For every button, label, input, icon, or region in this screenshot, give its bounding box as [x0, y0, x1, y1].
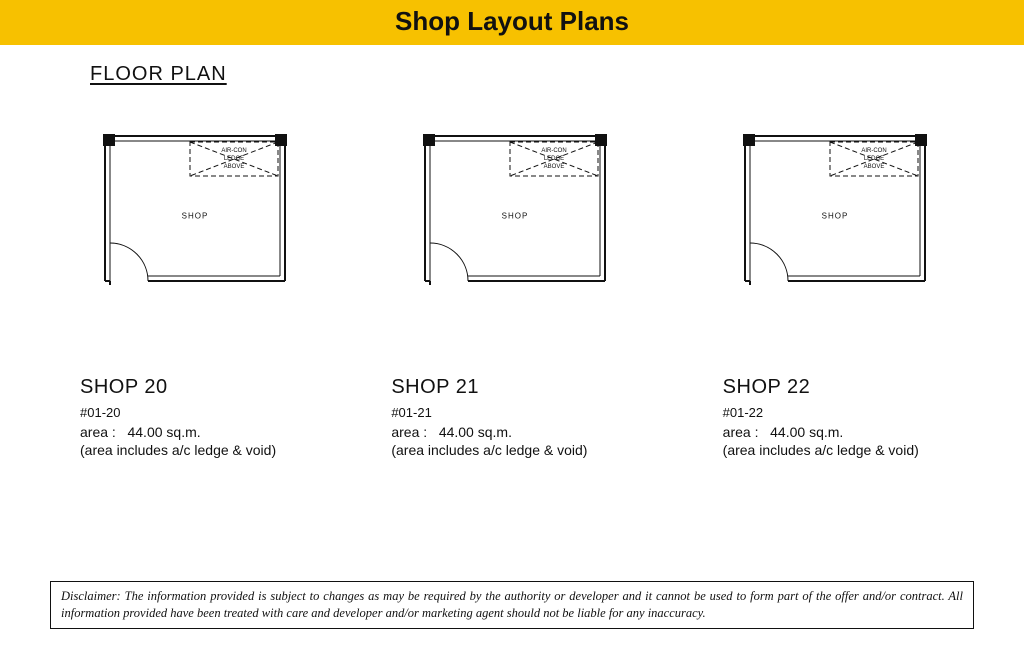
floor-plan-shop-22: AIR-CON LEDGE ABOVE SHOP — [730, 126, 940, 306]
unit-number: #01-22 — [723, 405, 954, 420]
captions-row: SHOP 20 #01-20 area : 44.00 sq.m. (area … — [90, 376, 954, 458]
shop-name: SHOP 22 — [723, 376, 954, 399]
caption-shop-20: SHOP 20 #01-20 area : 44.00 sq.m. (area … — [80, 376, 311, 458]
caption-shop-21: SHOP 21 #01-21 area : 44.00 sq.m. (area … — [391, 376, 622, 458]
svg-text:ABOVE: ABOVE — [864, 164, 885, 170]
floor-plan-shop-21: AIR-CON LEDGE ABOVE SHOP — [410, 126, 620, 306]
unit-number: #01-20 — [80, 405, 311, 420]
area-label: area : — [391, 424, 427, 440]
content-area: FLOOR PLAN AIR-CON LEDGE ABOVE — [0, 45, 1024, 458]
area-line: area : 44.00 sq.m. — [723, 424, 954, 440]
area-label: area : — [723, 424, 759, 440]
area-value: 44.00 sq.m. — [127, 424, 200, 440]
plans-row: AIR-CON LEDGE ABOVE SHOP AIR — [90, 126, 954, 306]
floor-plan-shop-20: AIR-CON LEDGE ABOVE SHOP — [90, 126, 300, 306]
svg-text:LEDGE: LEDGE — [544, 156, 564, 162]
disclaimer-box: Disclaimer: The information provided is … — [50, 581, 974, 629]
svg-text:LEDGE: LEDGE — [864, 156, 884, 162]
area-value: 44.00 sq.m. — [439, 424, 512, 440]
disclaimer-text: Disclaimer: The information provided is … — [61, 589, 963, 620]
area-line: area : 44.00 sq.m. — [80, 424, 311, 440]
area-line: area : 44.00 sq.m. — [391, 424, 622, 440]
banner-title: Shop Layout Plans — [395, 6, 629, 36]
page-banner: Shop Layout Plans — [0, 0, 1024, 45]
svg-text:SHOP: SHOP — [822, 212, 849, 221]
area-label: area : — [80, 424, 116, 440]
svg-text:ABOVE: ABOVE — [544, 164, 565, 170]
svg-text:AIR-CON: AIR-CON — [541, 148, 566, 154]
section-title: FLOOR PLAN — [90, 63, 954, 86]
area-note: (area includes a/c ledge & void) — [723, 442, 954, 458]
shop-name: SHOP 21 — [391, 376, 622, 399]
svg-text:SHOP: SHOP — [502, 212, 529, 221]
svg-text:AIR-CON: AIR-CON — [221, 148, 246, 154]
svg-text:ABOVE: ABOVE — [224, 164, 245, 170]
svg-text:SHOP: SHOP — [182, 212, 209, 221]
unit-number: #01-21 — [391, 405, 622, 420]
shop-name: SHOP 20 — [80, 376, 311, 399]
svg-text:AIR-CON: AIR-CON — [861, 148, 886, 154]
area-value: 44.00 sq.m. — [770, 424, 843, 440]
area-note: (area includes a/c ledge & void) — [391, 442, 622, 458]
svg-text:LEDGE: LEDGE — [224, 156, 244, 162]
caption-shop-22: SHOP 22 #01-22 area : 44.00 sq.m. (area … — [723, 376, 954, 458]
area-note: (area includes a/c ledge & void) — [80, 442, 311, 458]
